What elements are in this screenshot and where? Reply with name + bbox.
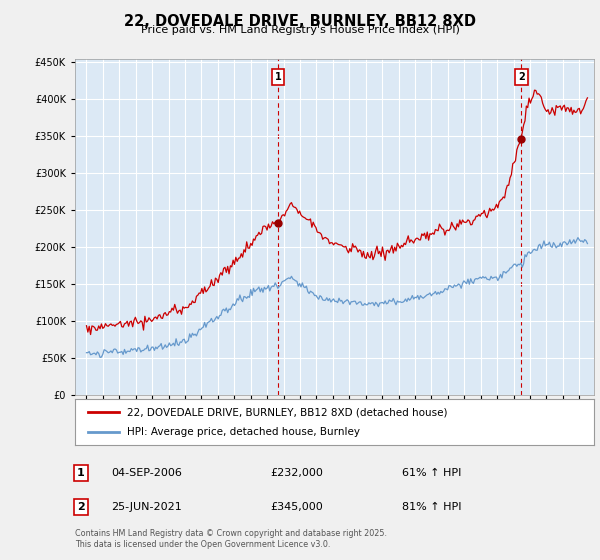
Text: 04-SEP-2006: 04-SEP-2006 (111, 468, 182, 478)
Text: £345,000: £345,000 (270, 502, 323, 512)
Text: 2: 2 (77, 502, 85, 512)
Text: 25-JUN-2021: 25-JUN-2021 (111, 502, 182, 512)
Text: 1: 1 (77, 468, 85, 478)
Text: 1: 1 (275, 72, 281, 82)
Text: 22, DOVEDALE DRIVE, BURNLEY, BB12 8XD (detached house): 22, DOVEDALE DRIVE, BURNLEY, BB12 8XD (d… (127, 407, 448, 417)
Text: Price paid vs. HM Land Registry's House Price Index (HPI): Price paid vs. HM Land Registry's House … (140, 25, 460, 35)
Text: 22, DOVEDALE DRIVE, BURNLEY, BB12 8XD: 22, DOVEDALE DRIVE, BURNLEY, BB12 8XD (124, 14, 476, 29)
Text: 61% ↑ HPI: 61% ↑ HPI (402, 468, 461, 478)
Text: 2: 2 (518, 72, 525, 82)
Text: Contains HM Land Registry data © Crown copyright and database right 2025.
This d: Contains HM Land Registry data © Crown c… (75, 529, 387, 549)
Text: £232,000: £232,000 (270, 468, 323, 478)
Text: 81% ↑ HPI: 81% ↑ HPI (402, 502, 461, 512)
Text: HPI: Average price, detached house, Burnley: HPI: Average price, detached house, Burn… (127, 427, 360, 437)
